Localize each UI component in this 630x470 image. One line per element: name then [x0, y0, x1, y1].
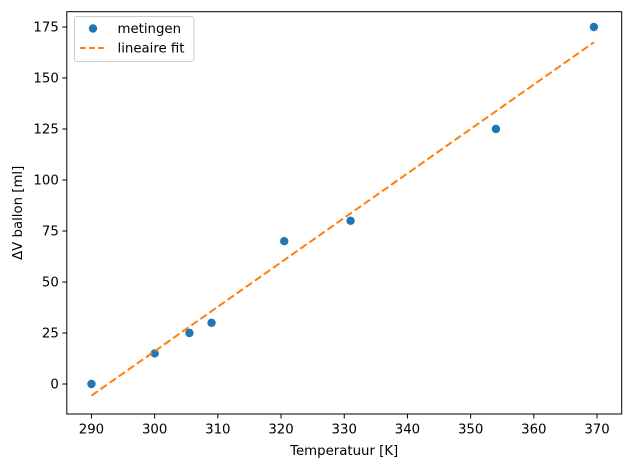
- fit-line: [90, 41, 595, 397]
- legend: metingen lineaire fit: [74, 16, 195, 62]
- x-tick-label: 310: [205, 423, 230, 438]
- data-point: [87, 379, 96, 389]
- x-tick-label: 360: [521, 423, 546, 438]
- x-axis-label: Temperatuur [K]: [289, 444, 398, 459]
- data-point: [491, 124, 501, 134]
- y-tick-label: 25: [42, 327, 59, 342]
- legend-frame: [74, 16, 195, 62]
- y-axis-ticks: 0 25 50 75 100 125 150 175: [33, 21, 67, 393]
- y-tick-label: 0: [50, 378, 58, 393]
- x-tick-label: 350: [458, 423, 483, 438]
- data-point: [346, 216, 355, 226]
- y-axis-label: ΔV ballon [ml]: [11, 166, 26, 260]
- series-layer: [87, 22, 599, 397]
- x-axis-ticks: 290 300 310 320 330 340 350 360 370: [79, 414, 610, 438]
- legend-label-lineaire-fit: lineaire fit: [118, 42, 185, 57]
- data-point: [589, 22, 599, 32]
- x-tick-label: 340: [395, 423, 420, 438]
- y-tick-label: 100: [33, 174, 58, 189]
- legend-label-metingen: metingen: [118, 22, 182, 37]
- y-tick-label: 50: [42, 276, 59, 291]
- y-tick-label: 175: [33, 21, 58, 36]
- x-tick-label: 300: [142, 423, 167, 438]
- data-point: [207, 318, 216, 328]
- x-tick-label: 290: [79, 423, 104, 438]
- data-point: [185, 328, 194, 338]
- x-tick-label: 320: [268, 423, 293, 438]
- legend-marker-icon: [88, 24, 98, 33]
- x-tick-label: 370: [584, 423, 609, 438]
- y-tick-label: 75: [42, 225, 59, 240]
- y-tick-label: 125: [33, 123, 58, 138]
- y-tick-label: 150: [33, 72, 58, 87]
- data-point: [280, 237, 289, 246]
- data-point: [150, 349, 159, 358]
- x-tick-label: 330: [332, 423, 357, 438]
